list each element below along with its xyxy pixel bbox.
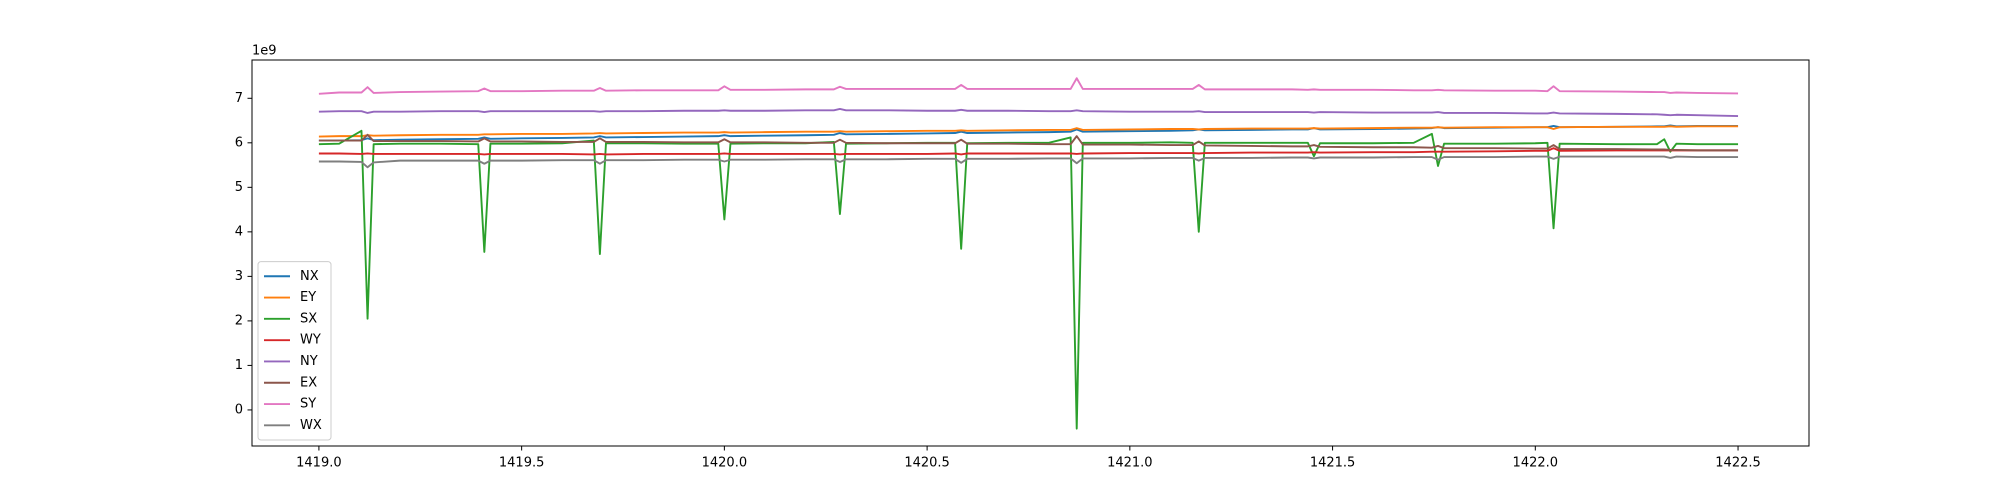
x-tick-label: 1421.5 (1310, 456, 1356, 471)
legend-label: NY (300, 354, 318, 369)
legend-frame (257, 261, 332, 441)
y-tick-label: 5 (235, 180, 243, 195)
series-line (318, 77, 1739, 95)
y-tick-label: 4 (235, 224, 243, 239)
legend-label: WY (300, 333, 321, 348)
series-line (318, 108, 1739, 118)
offset-label: 1e9 (252, 44, 277, 59)
legend-label: WX (300, 418, 322, 433)
legend-label: NX (300, 269, 319, 284)
series-line (318, 147, 1739, 156)
y-tick-label: 3 (235, 269, 243, 284)
y-tick-label: 0 (235, 402, 243, 417)
x-tick-label: 1422.5 (1715, 456, 1761, 471)
series-line (318, 129, 1739, 430)
legend-label: SY (300, 397, 316, 412)
x-tick-label: 1419.5 (499, 456, 545, 471)
legend-label: SX (300, 311, 317, 326)
series-line (318, 133, 1739, 152)
x-tick-label: 1419.0 (296, 456, 342, 471)
x-tick-label: 1422.0 (1513, 456, 1559, 471)
y-tick-label: 2 (235, 313, 243, 328)
x-tick-label: 1420.0 (702, 456, 748, 471)
y-tick-label: 7 (235, 91, 243, 106)
legend-label: EX (300, 375, 317, 390)
y-tick-label: 1 (235, 358, 243, 373)
legend: NX EY SX WY NY EX SY WX (257, 261, 332, 441)
legend-label: EY (300, 290, 316, 305)
x-tick-label: 1420.5 (904, 456, 950, 471)
y-tick-label: 6 (235, 135, 243, 150)
series-line (318, 155, 1739, 169)
plot-frame (251, 59, 1810, 447)
series-line (318, 125, 1739, 138)
x-tick-label: 1421.0 (1107, 456, 1153, 471)
